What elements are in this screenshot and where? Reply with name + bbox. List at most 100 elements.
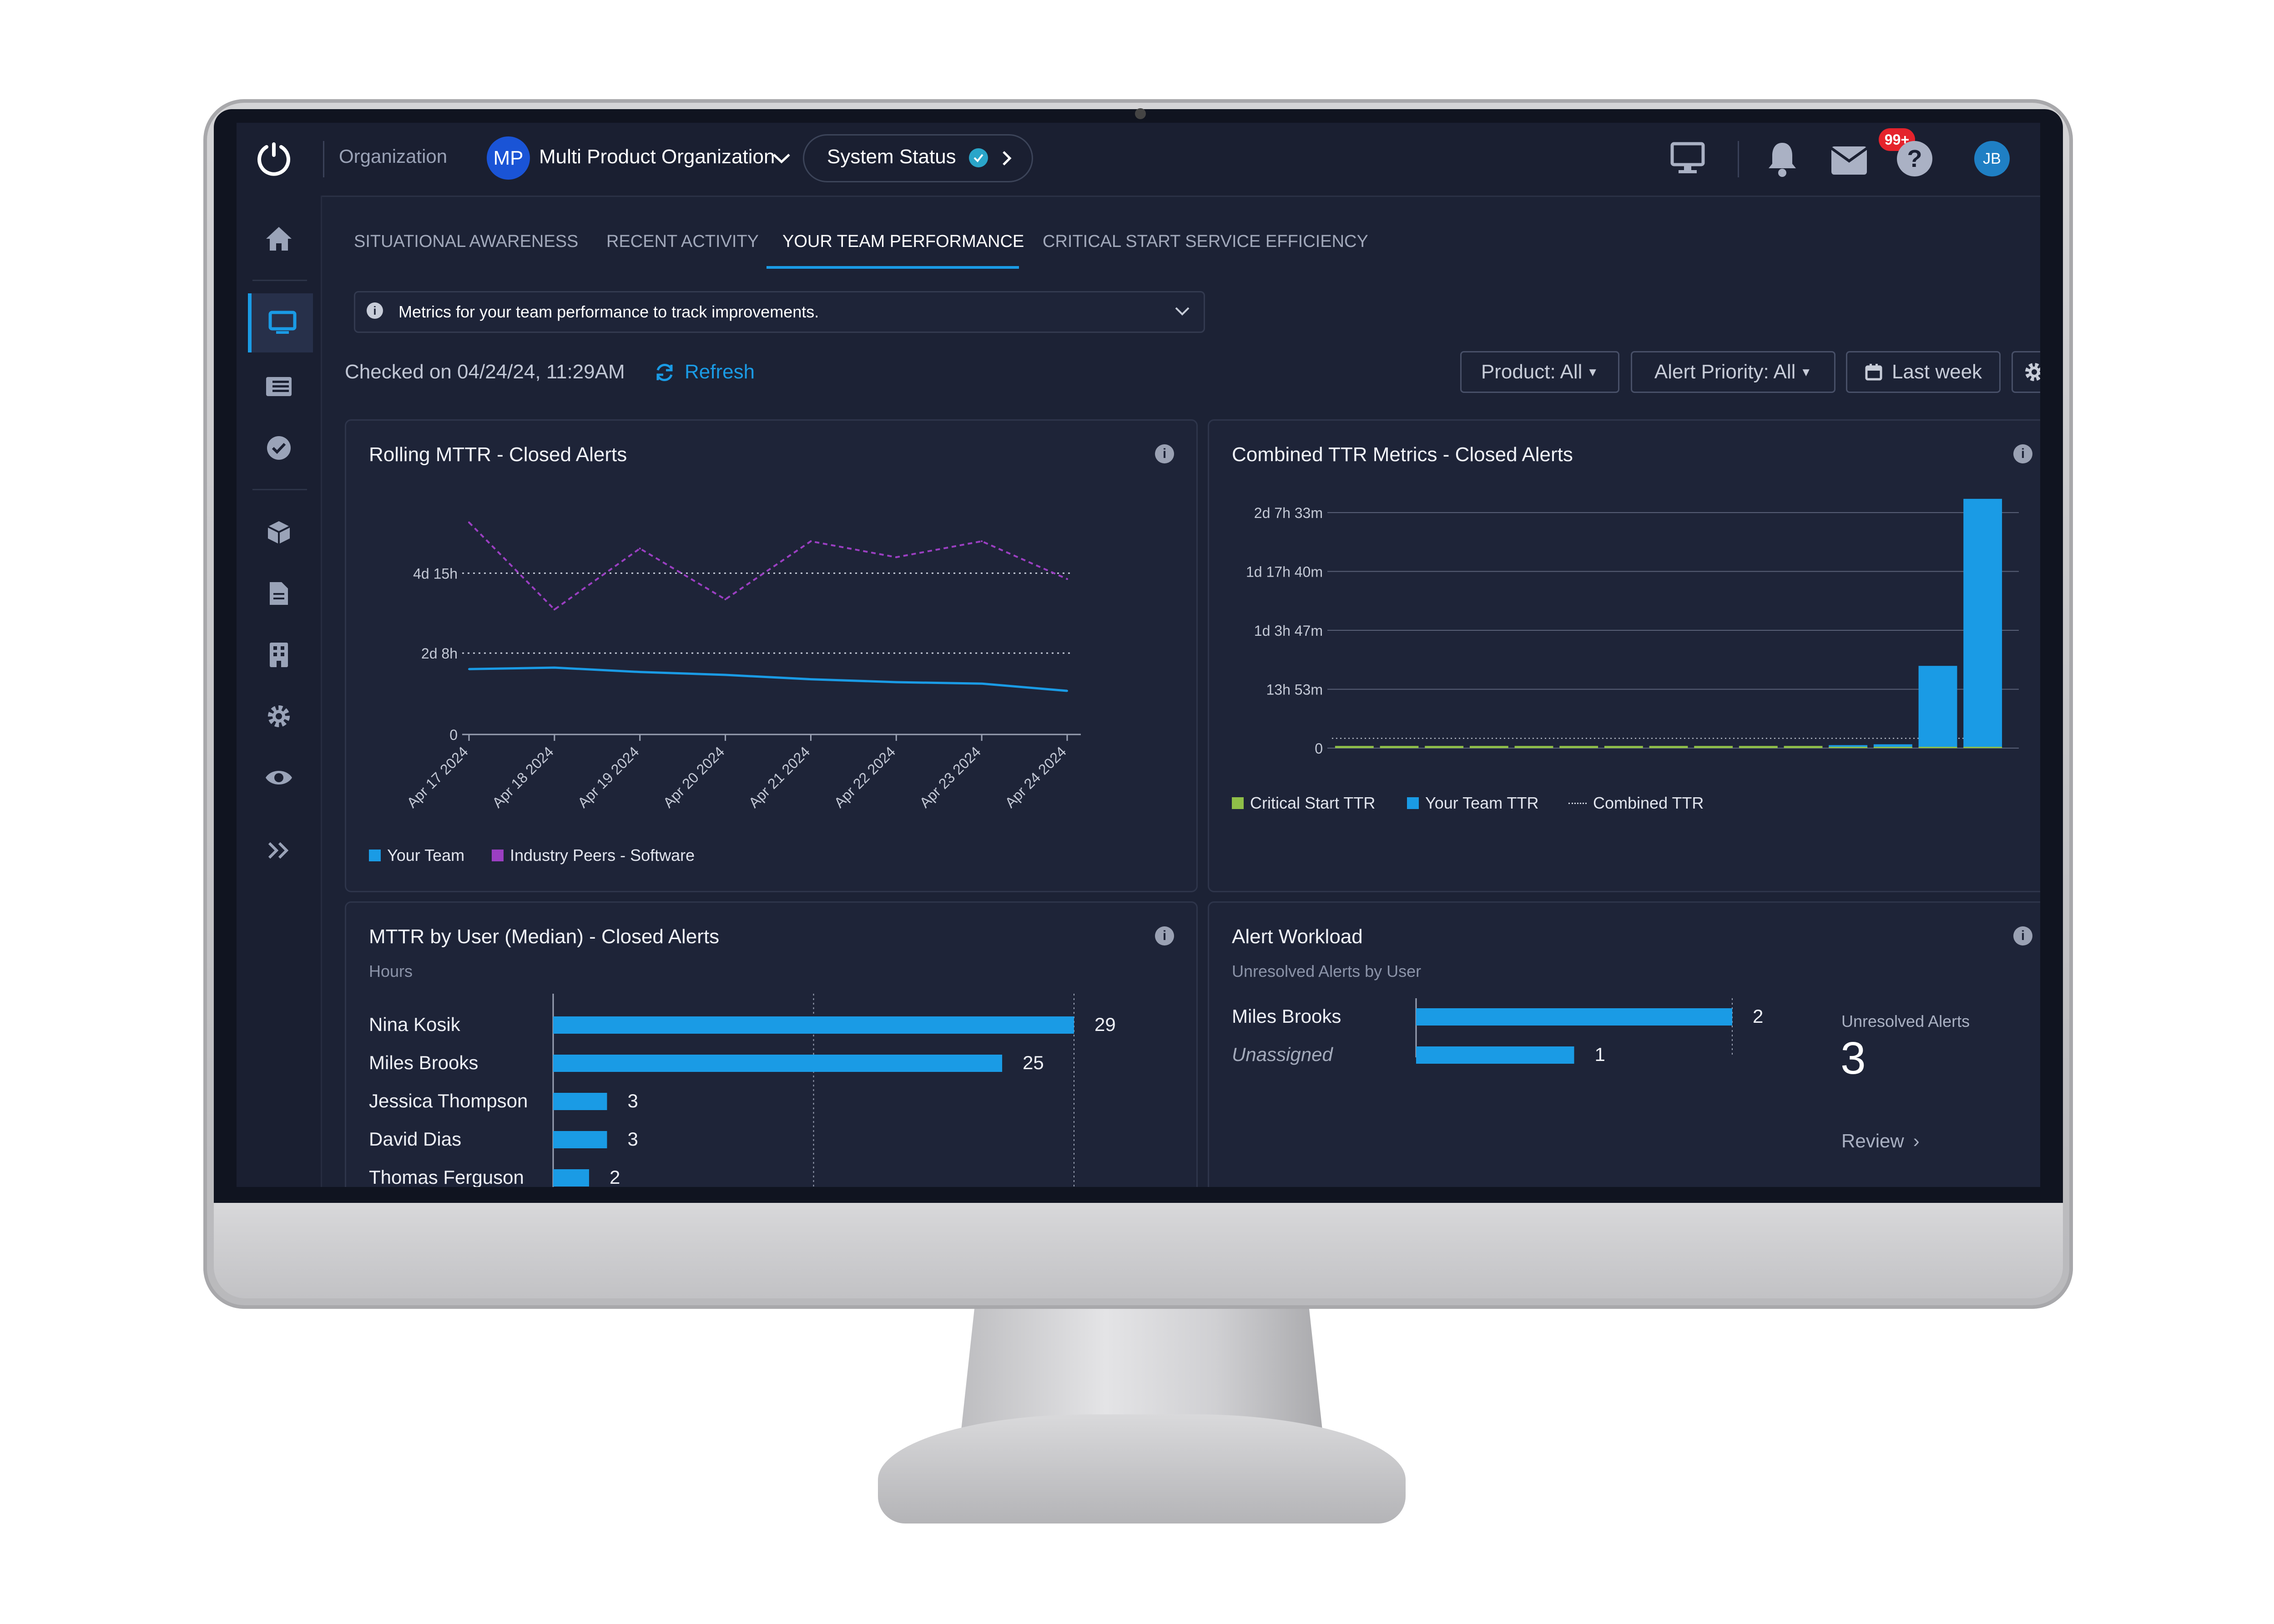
y-tick-label: 1d 3h 47m	[1254, 623, 1323, 639]
user-avatar[interactable]: JB	[1974, 141, 2010, 176]
alert-workload-chart: Miles Brooks 2 Unassigned 1	[1232, 998, 1763, 1065]
data-point	[810, 678, 812, 680]
gear-icon[interactable]	[237, 687, 321, 746]
x-tick-label: Apr 20 2024	[660, 743, 728, 811]
legend-item-combined-ttr: Combined TTR	[1568, 794, 1704, 813]
critical-start-ttr-bar	[1514, 746, 1553, 748]
system-status-label: System Status	[827, 146, 956, 168]
tab-recent-activity[interactable]: RECENT ACTIVITY	[606, 232, 759, 251]
review-link[interactable]: Review ›	[1841, 1130, 1920, 1152]
category-label: Nina Kosik	[369, 1014, 461, 1035]
app-screen: Organization MP Multi Product Organizati…	[237, 123, 2040, 1187]
data-point	[639, 671, 641, 673]
tab-your-team-performance[interactable]: YOUR TEAM PERFORMANCE	[782, 232, 1024, 251]
critical-start-ttr-bar	[1559, 746, 1598, 748]
data-bar	[553, 1169, 589, 1187]
info-icon[interactable]: i	[1155, 926, 1174, 945]
category-label: Unassigned	[1232, 1044, 1333, 1065]
legend-swatch	[1232, 797, 1244, 809]
monitor-icon[interactable]	[1669, 141, 1706, 176]
chevron-down-icon[interactable]	[771, 151, 792, 166]
panel-subtitle: Unresolved Alerts by User	[1232, 962, 1422, 980]
list-icon[interactable]	[237, 357, 321, 416]
category-label: Jessica Thompson	[369, 1090, 528, 1111]
active-tab-indicator	[766, 266, 1019, 269]
sidebar-divider	[252, 280, 307, 281]
mttr-by-user-panel: MTTR by User (Median) - Closed Alerts Ho…	[345, 901, 1198, 1187]
info-banner[interactable]: i Metrics for your team performance to t…	[354, 291, 1205, 333]
critical-start-ttr-bar	[1963, 747, 2002, 748]
refresh-icon[interactable]	[654, 362, 675, 383]
critical-start-ttr-bar	[1380, 746, 1419, 748]
system-status-button[interactable]: System Status	[803, 134, 1033, 182]
data-point	[981, 683, 983, 685]
data-point	[553, 608, 555, 611]
sidebar-item-dashboard[interactable]	[248, 293, 313, 352]
data-point	[553, 667, 555, 669]
y-tick-label: 0	[449, 727, 458, 743]
data-point	[1066, 690, 1068, 692]
power-icon[interactable]	[255, 139, 293, 177]
info-icon: i	[367, 302, 383, 319]
eye-icon[interactable]	[237, 748, 321, 807]
critical-start-ttr-bar	[1918, 747, 1957, 748]
combined-ttr-panel: Combined TTR Metrics - Closed Alerts i 0…	[1208, 419, 2040, 892]
home-icon[interactable]	[237, 209, 321, 268]
gear-icon	[2025, 363, 2040, 381]
chevron-down-icon[interactable]	[1174, 305, 1190, 318]
y-tick-label: 2d 8h	[421, 645, 458, 662]
x-tick-label: Apr 19 2024	[575, 743, 642, 811]
rolling-mttr-chart: 0 2d 8h 4d 15h Apr 17 2024 Apr 18 2024 Apr 19…	[403, 521, 1081, 811]
your-team-ttr-bar	[1873, 744, 1912, 748]
y-tick-label: 4d 15h	[413, 565, 458, 582]
critical-start-ttr-bar	[1425, 746, 1464, 748]
caret-down-icon: ▼	[1587, 365, 1599, 379]
panel-title: Rolling MTTR - Closed Alerts	[369, 443, 627, 466]
critical-start-ttr-bar	[1784, 746, 1823, 748]
check-circle-icon	[969, 148, 988, 167]
panel-title: Combined TTR Metrics - Closed Alerts	[1232, 443, 1573, 466]
inbox-icon[interactable]	[1829, 142, 1870, 178]
expand-sidebar-icon[interactable]	[237, 821, 321, 880]
priority-filter-label: Alert Priority: All	[1654, 361, 1796, 383]
data-label: 25	[1023, 1052, 1044, 1073]
tab-service-efficiency[interactable]: CRITICAL START SERVICE EFFICIENCY	[1043, 232, 1368, 251]
info-icon[interactable]: i	[1155, 444, 1174, 463]
settings-button[interactable]	[2012, 351, 2040, 393]
series-line	[469, 666, 1068, 692]
panel-title: MTTR by User (Median) - Closed Alerts	[369, 925, 720, 948]
org-selector[interactable]: Multi Product Organization	[539, 146, 775, 168]
bell-icon[interactable]	[1765, 140, 1800, 178]
product-filter-label: Product: All	[1481, 361, 1583, 383]
date-range-button[interactable]: Last week	[1846, 351, 2001, 393]
building-icon[interactable]	[237, 625, 321, 684]
legend-swatch	[1568, 802, 1587, 804]
tab-situational-awareness[interactable]: SITUATIONAL AWARENESS	[354, 232, 579, 251]
data-bar	[1416, 1046, 1574, 1064]
critical-start-ttr-bar	[1694, 746, 1733, 748]
data-point	[810, 540, 812, 543]
refresh-link[interactable]: Refresh	[685, 361, 755, 383]
document-icon[interactable]	[237, 564, 321, 623]
calendar-icon	[1865, 364, 1882, 381]
legend-label: Critical Start TTR	[1250, 794, 1376, 812]
critical-start-ttr-bar	[1469, 746, 1508, 748]
data-label: 1	[1595, 1044, 1605, 1065]
category-label: Thomas Ferguson	[369, 1166, 524, 1187]
critical-start-ttr-bar	[1739, 746, 1778, 748]
info-icon[interactable]: i	[2013, 444, 2032, 463]
kpi-label: Unresolved Alerts	[1841, 1012, 1970, 1031]
x-tick-label: Apr 21 2024	[746, 743, 813, 811]
info-icon[interactable]: i	[2013, 926, 2032, 945]
cube-icon[interactable]	[237, 503, 321, 562]
review-label: Review	[1841, 1130, 1904, 1151]
check-circle-icon[interactable]	[237, 418, 321, 478]
data-bar	[553, 1131, 607, 1148]
product-filter[interactable]: Product: All ▼	[1460, 351, 1619, 393]
priority-filter[interactable]: Alert Priority: All ▼	[1631, 351, 1835, 393]
category-label: Miles Brooks	[369, 1052, 478, 1073]
series-line	[468, 522, 1068, 611]
help-icon[interactable]: ?	[1897, 141, 1932, 176]
data-point	[1066, 578, 1068, 580]
legend-item-your-team-ttr: Your Team TTR	[1407, 794, 1538, 813]
